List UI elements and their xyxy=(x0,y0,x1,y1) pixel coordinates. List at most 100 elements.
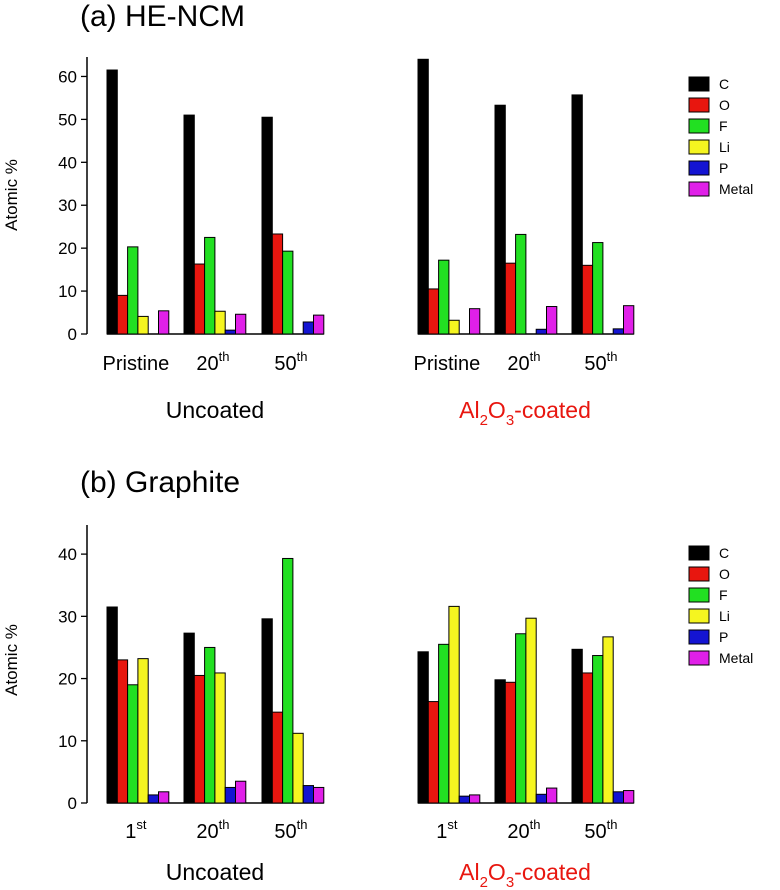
legend-swatch-li xyxy=(688,139,710,155)
bar-c-4 xyxy=(494,104,506,335)
bar-p-1 xyxy=(224,786,236,804)
category-label: 20th xyxy=(196,817,229,843)
bar-f-4 xyxy=(515,233,527,335)
legend-swatch-o xyxy=(688,97,710,113)
category-label: 1st xyxy=(125,817,147,843)
bar-p-3 xyxy=(458,795,471,804)
panel-b-title: (b) Graphite xyxy=(80,466,241,499)
bar-metal-4 xyxy=(546,306,558,335)
legend-label-p: P xyxy=(719,629,728,645)
legend-swatch-metal xyxy=(688,650,710,666)
chart-panel-0: 0 10 20 30 40 50 60 Atomic % Pristine 20th 50th Pri… xyxy=(2,57,753,429)
bar-p-4 xyxy=(535,328,548,335)
bar-f-2 xyxy=(282,250,294,335)
legend-label-o: O xyxy=(719,566,730,582)
category-label: Pristine xyxy=(414,353,481,375)
legend-swatch-c xyxy=(688,76,710,92)
bar-f-2 xyxy=(282,557,294,804)
legend-label-p: P xyxy=(719,160,728,176)
bar-li-0 xyxy=(137,315,149,335)
bar-p-0 xyxy=(147,794,159,804)
bar-f-5 xyxy=(592,655,604,804)
legend-swatch-metal xyxy=(688,181,710,197)
legend-swatch-p xyxy=(688,629,710,645)
legend-label-o: O xyxy=(719,97,730,113)
bar-f-5 xyxy=(592,242,604,335)
bar-p-1 xyxy=(224,329,236,335)
category-label: 1st xyxy=(436,817,458,843)
bar-metal-5 xyxy=(623,305,635,335)
y-tick-label: 20 xyxy=(58,239,77,258)
bar-p-2 xyxy=(302,321,315,335)
bar-p-5 xyxy=(612,328,625,335)
bar-f-1 xyxy=(204,236,216,335)
bar-f-0 xyxy=(127,246,139,335)
y-tick-label: 40 xyxy=(58,545,77,564)
bar-li-2 xyxy=(292,732,304,804)
bar-c-3 xyxy=(417,58,429,335)
category-label: Pristine xyxy=(103,353,170,375)
y-tick-label: 10 xyxy=(58,732,77,751)
bar-c-2 xyxy=(261,116,273,335)
y-tick-label: 50 xyxy=(58,110,77,129)
bar-li-0 xyxy=(137,658,149,804)
bar-c-0 xyxy=(106,69,118,335)
bar-li-1 xyxy=(214,672,226,804)
group-label-uncoated: Uncoated xyxy=(166,859,264,885)
category-label: 20th xyxy=(196,349,229,375)
y-tick-label: 0 xyxy=(68,794,77,813)
bar-li-3 xyxy=(448,319,460,335)
y-tick-label: 30 xyxy=(58,607,77,626)
legend-label-li: Li xyxy=(719,139,730,155)
legend-label-c: C xyxy=(719,545,729,561)
category-label: 50th xyxy=(584,349,617,375)
legend-label-metal: Metal xyxy=(719,181,753,197)
legend-swatch-f xyxy=(688,587,710,603)
category-label: 50th xyxy=(274,349,307,375)
legend: COF Li P Metal xyxy=(688,76,753,197)
bar-f-4 xyxy=(515,633,527,804)
bar-c-2 xyxy=(261,618,273,804)
y-tick-label: 20 xyxy=(58,670,77,689)
group-label-uncoated: Uncoated xyxy=(166,397,264,423)
bar-f-3 xyxy=(438,643,450,804)
bar-li-3 xyxy=(448,605,460,804)
bar-f-1 xyxy=(204,646,216,804)
category-label: 20th xyxy=(507,349,540,375)
bar-c-0 xyxy=(106,606,118,804)
group-label-coated: Al2O3-coated xyxy=(459,859,591,890)
legend-label-f: F xyxy=(719,118,728,134)
legend-swatch-o xyxy=(688,566,710,582)
legend-swatch-c xyxy=(688,545,710,561)
bar-c-3 xyxy=(417,651,429,804)
y-tick-label: 30 xyxy=(58,196,77,215)
bar-li-1 xyxy=(214,310,226,335)
bar-o-3 xyxy=(427,288,440,335)
bar-o-1 xyxy=(193,674,206,804)
bar-metal-3 xyxy=(469,794,481,804)
bar-metal-1 xyxy=(235,780,247,804)
bar-p-2 xyxy=(302,785,315,804)
bar-o-2 xyxy=(271,711,284,804)
legend-label-li: Li xyxy=(719,608,730,624)
bar-metal-5 xyxy=(623,790,635,804)
bar-li-4 xyxy=(525,617,537,804)
bar-p-5 xyxy=(612,791,625,804)
group-label-coated: Al2O3-coated xyxy=(459,397,591,429)
bar-o-5 xyxy=(581,672,594,804)
legend-swatch-li xyxy=(688,608,710,624)
legend-swatch-f xyxy=(688,118,710,134)
bar-metal-3 xyxy=(469,308,481,335)
bar-metal-1 xyxy=(235,313,247,335)
bar-o-3 xyxy=(427,701,440,804)
legend-label-f: F xyxy=(719,587,728,603)
y-axis-label: Atomic % xyxy=(2,624,21,696)
bar-o-0 xyxy=(116,659,129,804)
bar-o-1 xyxy=(193,263,206,335)
bar-f-0 xyxy=(127,684,139,804)
bar-metal-2 xyxy=(313,314,325,335)
bar-c-5 xyxy=(571,648,583,804)
category-label: 50th xyxy=(584,817,617,843)
legend: COF Li P Metal xyxy=(688,545,753,666)
